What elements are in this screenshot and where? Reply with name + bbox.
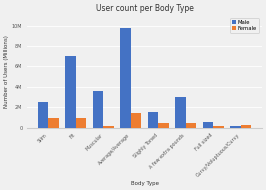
Bar	[230, 126, 241, 128]
Bar	[93, 91, 103, 128]
Bar	[203, 122, 213, 128]
Title: User count per Body Type: User count per Body Type	[96, 4, 193, 13]
Bar	[186, 123, 196, 128]
Bar	[241, 125, 251, 128]
Bar	[131, 113, 141, 128]
Bar	[48, 119, 59, 128]
Bar	[65, 56, 76, 128]
Bar	[120, 28, 131, 128]
X-axis label: Body Type: Body Type	[131, 181, 159, 186]
Bar	[103, 126, 114, 128]
Bar	[148, 112, 158, 128]
Bar	[213, 126, 224, 128]
Bar	[38, 102, 48, 128]
Bar	[158, 123, 169, 128]
Bar	[175, 97, 186, 128]
Y-axis label: Number of Users (Millions): Number of Users (Millions)	[4, 35, 9, 108]
Legend: Male, Female: Male, Female	[230, 18, 259, 33]
Bar	[76, 119, 86, 128]
